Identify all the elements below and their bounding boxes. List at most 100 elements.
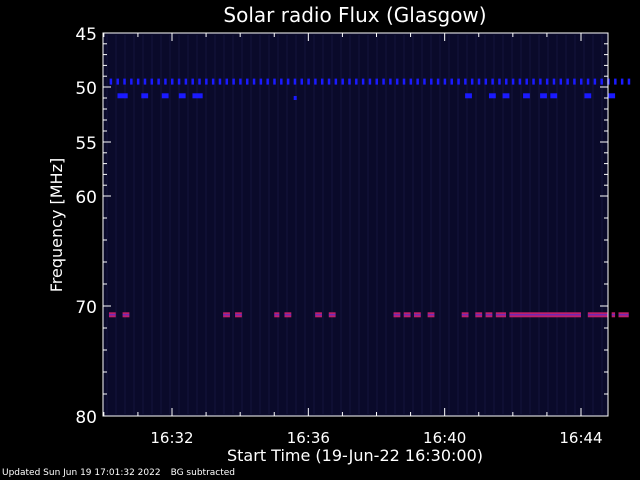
background-streak bbox=[277, 35, 279, 414]
emission-dot bbox=[143, 78, 147, 85]
background-streak bbox=[448, 35, 450, 414]
emission-dot bbox=[259, 78, 263, 85]
background-streak bbox=[367, 35, 369, 414]
background-streak bbox=[394, 35, 396, 414]
background-streak bbox=[349, 35, 351, 414]
background-streak bbox=[358, 35, 360, 414]
emission-dot bbox=[430, 78, 433, 85]
emission-core bbox=[509, 314, 581, 316]
emission-core bbox=[393, 314, 401, 316]
emission-core bbox=[427, 314, 435, 316]
emission-dot bbox=[293, 78, 297, 85]
emission-dot bbox=[334, 78, 338, 85]
emission-core bbox=[611, 314, 616, 316]
emission-dot bbox=[300, 78, 304, 85]
emission-dot bbox=[239, 78, 242, 85]
background-streak bbox=[187, 35, 189, 414]
emission-dot bbox=[171, 78, 174, 85]
emission-dot bbox=[470, 78, 474, 85]
emission-dot bbox=[614, 78, 617, 85]
emission-dot bbox=[505, 78, 508, 85]
background-streak bbox=[232, 35, 234, 414]
footer: Updated Sun Jun 19 17:01:32 2022 BG subtr… bbox=[2, 468, 245, 478]
emission-segment bbox=[141, 93, 149, 99]
emission-dot bbox=[620, 78, 624, 85]
emission-dot bbox=[402, 78, 406, 85]
emission-dot bbox=[205, 78, 208, 85]
background-streak bbox=[502, 35, 504, 414]
x-tick-label: 16:44 bbox=[559, 429, 602, 447]
background-streak bbox=[322, 35, 324, 414]
emission-segment bbox=[523, 93, 530, 99]
x-tick-label: 16:32 bbox=[150, 429, 193, 447]
background-streak bbox=[583, 35, 585, 414]
emission-core bbox=[485, 314, 493, 316]
emission-core bbox=[108, 314, 116, 316]
emission-dot bbox=[566, 78, 569, 85]
emission-dot bbox=[164, 78, 167, 85]
emission-core bbox=[223, 314, 230, 316]
emission-dot bbox=[218, 78, 222, 85]
emission-dot bbox=[314, 78, 317, 85]
background-streak bbox=[376, 35, 378, 414]
emission-segment bbox=[488, 93, 496, 99]
emission-dot bbox=[130, 78, 133, 85]
emission-dot bbox=[559, 78, 563, 85]
emission-dot bbox=[450, 78, 453, 85]
background-streak bbox=[547, 35, 549, 414]
emission-dot bbox=[511, 78, 515, 85]
emission-dot bbox=[198, 78, 201, 85]
background-streak bbox=[385, 35, 387, 414]
emission-dot bbox=[157, 78, 160, 85]
x-tick-label: 16:40 bbox=[423, 429, 466, 447]
background-streak bbox=[295, 35, 297, 414]
background-streak bbox=[286, 35, 288, 414]
emission-dot bbox=[191, 78, 194, 85]
emission-core bbox=[618, 314, 629, 316]
background-streak bbox=[565, 35, 567, 414]
emission-dot bbox=[539, 78, 542, 85]
emission-dot bbox=[477, 78, 481, 85]
background-streak bbox=[268, 35, 270, 414]
emission-dot bbox=[307, 78, 310, 85]
background-streak bbox=[313, 35, 315, 414]
emission-segment bbox=[161, 93, 169, 99]
emission-dot bbox=[464, 78, 467, 85]
background-streak bbox=[556, 35, 558, 414]
emission-dot bbox=[443, 78, 447, 85]
emission-dot bbox=[368, 78, 372, 85]
emission-dot bbox=[361, 78, 365, 85]
background-streak bbox=[484, 35, 486, 414]
emission-dot bbox=[552, 78, 556, 85]
emission-dot bbox=[532, 78, 535, 85]
background-streak bbox=[340, 35, 342, 414]
plot-frame bbox=[102, 32, 609, 417]
emission-core bbox=[475, 314, 483, 316]
emission-dot bbox=[607, 78, 610, 85]
background-streak bbox=[115, 35, 117, 414]
background-streak bbox=[241, 35, 243, 414]
background-streak bbox=[412, 35, 414, 414]
y-tick-label: 80 bbox=[75, 408, 97, 428]
emission-dot bbox=[395, 78, 399, 85]
emission-core bbox=[413, 314, 421, 316]
background-streak bbox=[475, 35, 477, 414]
y-tick-label: 55 bbox=[75, 134, 97, 154]
emission-dot bbox=[525, 78, 528, 85]
y-tick-label: 50 bbox=[75, 79, 97, 99]
emission-segment bbox=[117, 93, 128, 99]
bg-subtracted-note: BG subtracted bbox=[170, 468, 236, 478]
emission-core bbox=[315, 314, 322, 316]
background-streak bbox=[457, 35, 459, 414]
emission-dot bbox=[382, 78, 385, 85]
background-streak bbox=[133, 35, 135, 414]
background-streak bbox=[601, 35, 603, 414]
x-tick-label: 16:36 bbox=[287, 429, 330, 447]
background-streak bbox=[592, 35, 594, 414]
y-axis-label: Frequency [MHz] bbox=[47, 158, 66, 292]
emission-core bbox=[284, 314, 292, 316]
emission-dot bbox=[423, 78, 426, 85]
background-streak bbox=[403, 35, 405, 414]
emission-dot bbox=[375, 78, 378, 85]
emission-dot bbox=[355, 78, 358, 85]
